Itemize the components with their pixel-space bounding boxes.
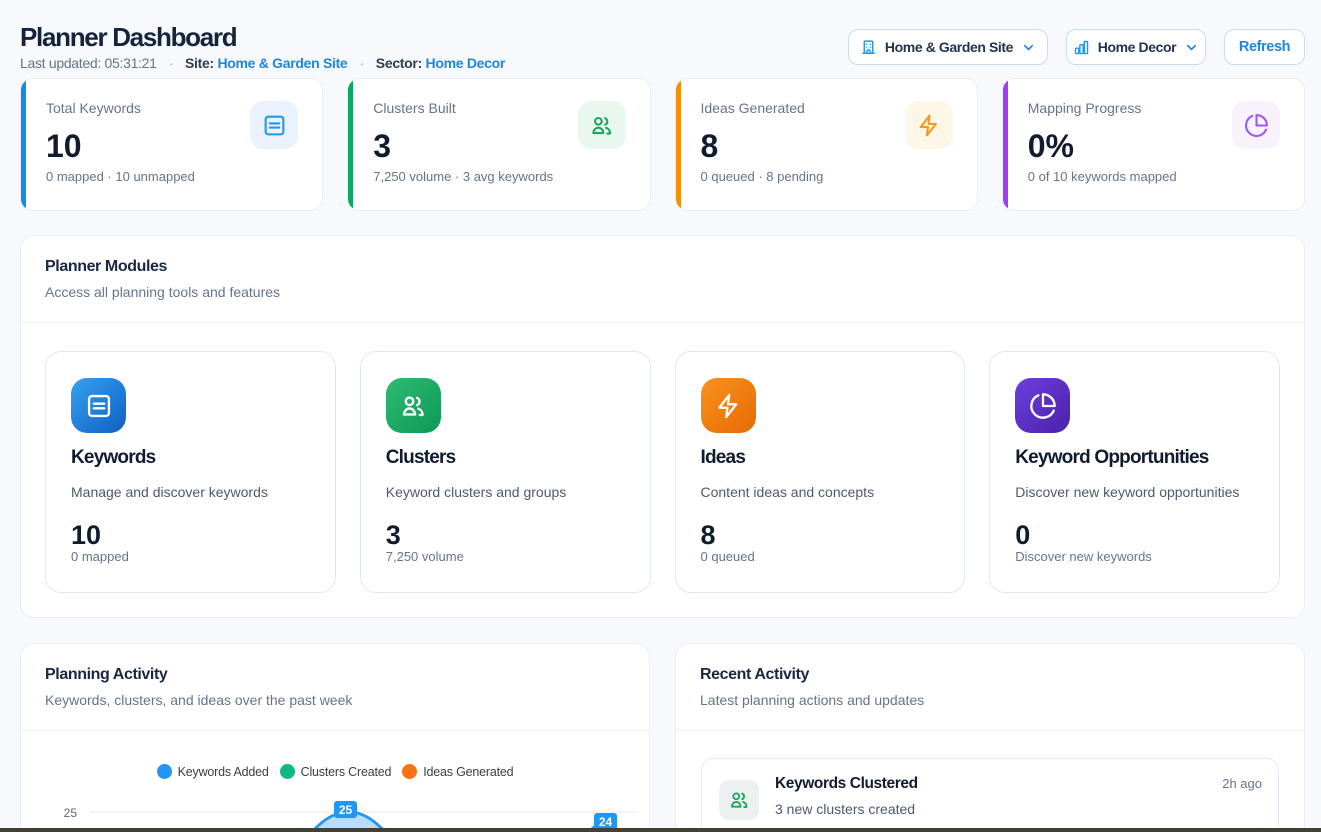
svg-text:24: 24 — [599, 815, 613, 829]
svg-text:25: 25 — [339, 803, 353, 817]
svg-text:25: 25 — [64, 806, 78, 820]
